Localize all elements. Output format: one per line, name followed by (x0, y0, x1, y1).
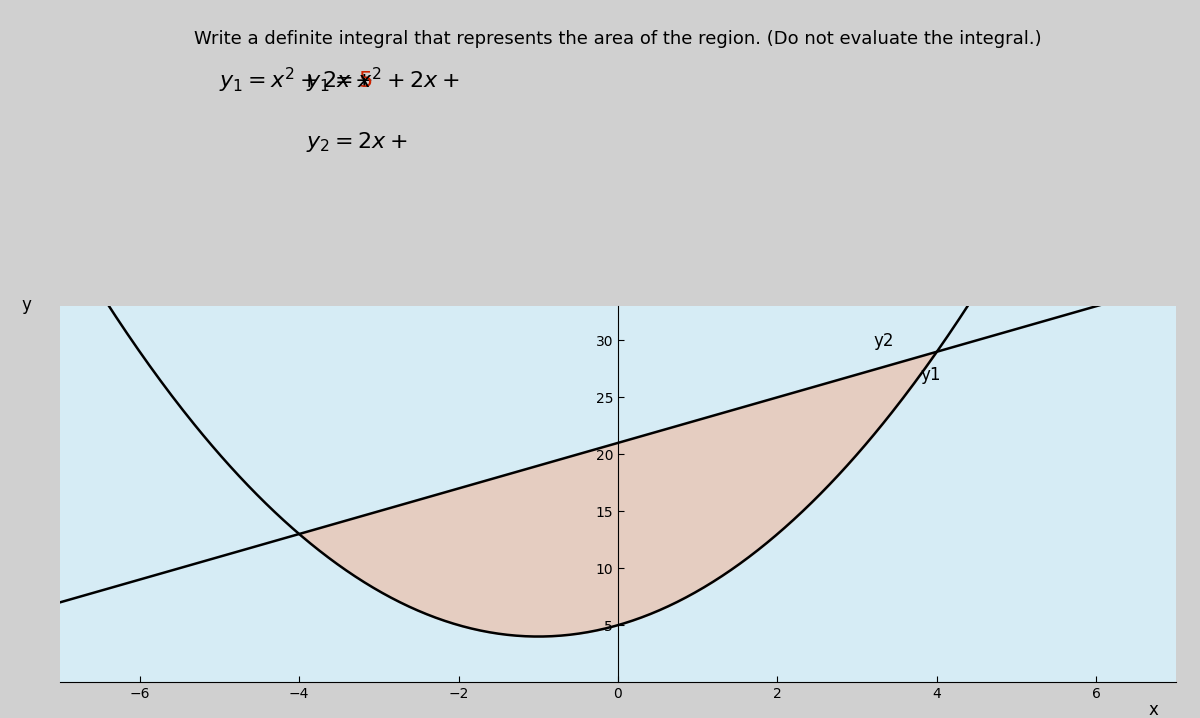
X-axis label: x: x (1148, 701, 1159, 718)
Text: $y_1 = x^2 + 2x + $: $y_1 = x^2 + 2x + $ (220, 66, 372, 95)
Text: $y_2 = 2x + $: $y_2 = 2x + $ (306, 131, 407, 154)
Text: y2: y2 (874, 332, 894, 350)
Text: Write a definite integral that represents the area of the region. (Do not evalua: Write a definite integral that represent… (194, 29, 1042, 47)
Y-axis label: y: y (22, 296, 31, 314)
Text: y1: y1 (920, 366, 942, 384)
Text: $y_1 = x^2 + 2x + $: $y_1 = x^2 + 2x + $ (306, 66, 458, 95)
Text: $5$: $5$ (359, 70, 372, 90)
